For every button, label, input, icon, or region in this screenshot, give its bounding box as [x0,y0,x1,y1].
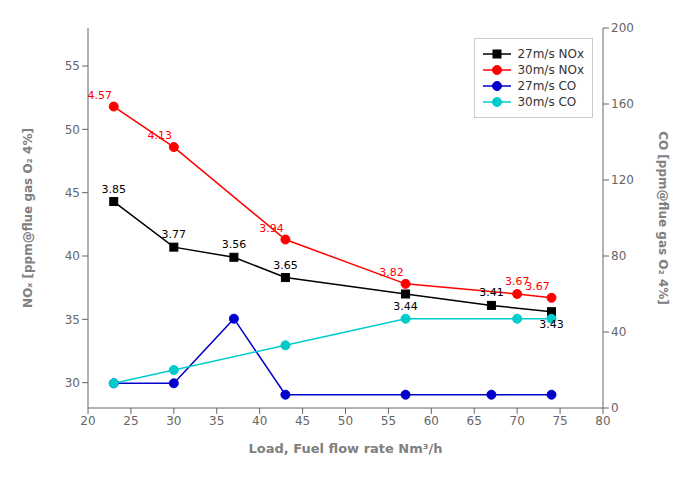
html-text:30m/s CO: 30m/s CO [517,95,577,109]
svg-text:NOₓ [ppm@flue gas O₂ 4%]: NOₓ [ppm@flue gas O₂ 4%] [21,128,35,308]
svg-text:3.77: 3.77 [162,228,187,241]
svg-text:45: 45 [65,186,80,200]
svg-text:50: 50 [338,414,353,428]
svg-text:30: 30 [166,414,181,428]
svg-text:40: 40 [611,325,626,339]
svg-text:20: 20 [80,414,95,428]
svg-text:120: 120 [611,173,634,187]
svg-text:80: 80 [595,414,610,428]
svg-text:0: 0 [611,401,619,415]
svg-text:3.43: 3.43 [539,318,564,331]
svg-text:3.65: 3.65 [273,259,298,272]
svg-text:50: 50 [65,123,80,137]
svg-text:160: 160 [611,97,634,111]
svg-text:CO [ppm@flue gas O₂ 4%]: CO [ppm@flue gas O₂ 4%] [656,131,670,305]
svg-text:Load, Fuel flow rate Nm³/h: Load, Fuel flow rate Nm³/h [248,441,442,456]
svg-text:3.85: 3.85 [102,183,127,196]
svg-text:3.82: 3.82 [379,266,404,279]
svg-text:3.67: 3.67 [504,275,530,288]
html-text:27m/s NOx: 27m/s NOx [517,47,584,61]
svg-text:3.67: 3.67 [525,280,550,293]
svg-text:35: 35 [209,414,224,428]
svg-text:200: 200 [611,21,634,35]
svg-text:25: 25 [123,414,138,428]
svg-text:35: 35 [65,313,80,327]
svg-text:3.56: 3.56 [222,238,247,251]
html-text:27m/s CO: 27m/s CO [517,79,577,93]
svg-text:3.94: 3.94 [259,222,284,235]
svg-text:30: 30 [65,376,80,390]
svg-text:40: 40 [252,414,267,428]
svg-text:75: 75 [552,414,567,428]
svg-text:55: 55 [65,59,80,73]
svg-text:65: 65 [467,414,482,428]
svg-text:55: 55 [381,414,396,428]
svg-text:60: 60 [424,414,439,428]
svg-text:80: 80 [611,249,626,263]
svg-text:70: 70 [510,414,525,428]
svg-text:45: 45 [295,414,310,428]
html-text:30m/s NOx: 30m/s NOx [517,63,584,77]
svg-text:4.13: 4.13 [148,129,173,142]
svg-text:40: 40 [65,249,80,263]
svg-text:4.57: 4.57 [88,89,113,102]
svg-text:3.41: 3.41 [479,286,504,299]
svg-text:3.44: 3.44 [393,300,418,313]
